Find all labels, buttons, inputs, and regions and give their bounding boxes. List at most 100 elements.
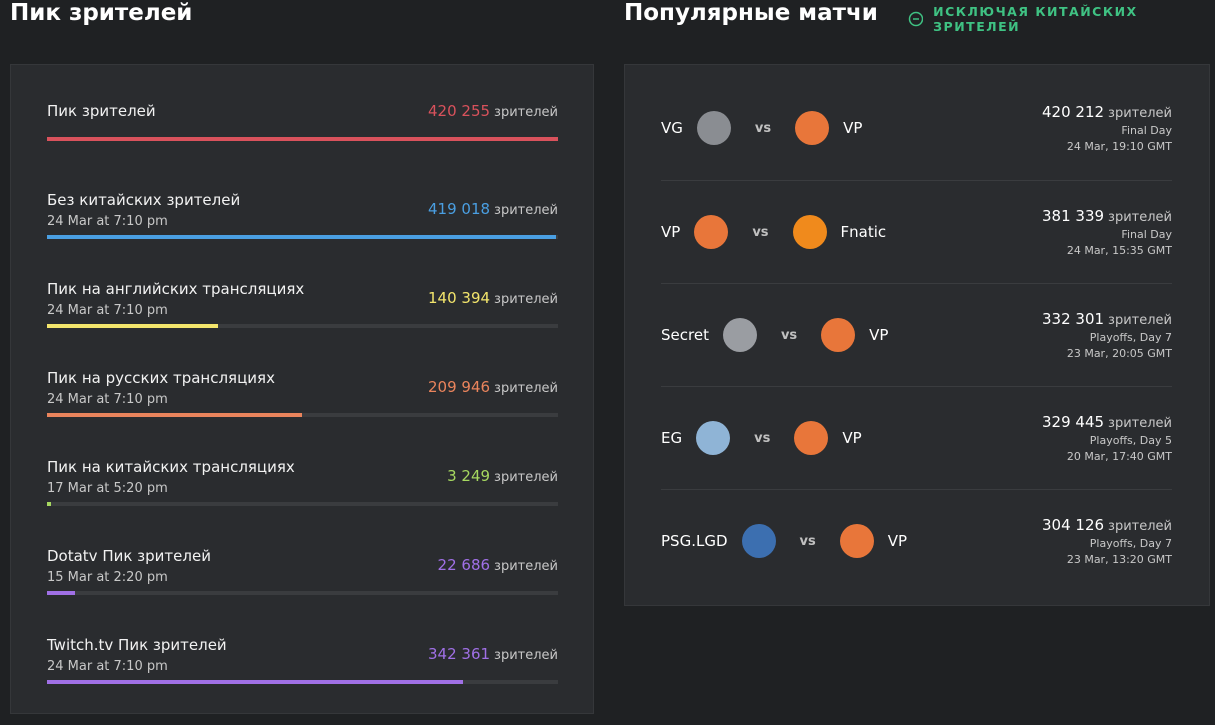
bar-track: [47, 502, 558, 506]
match-viewers: 381 339 зрителей: [1042, 207, 1172, 225]
peak-unit: зрителей: [494, 105, 558, 120]
viewers-unit: зрителей: [1108, 210, 1172, 225]
section-title: Пик зрителей: [10, 0, 193, 26]
peak-row: Пик на китайских трансляциях 17 Mar at 5:…: [47, 458, 558, 547]
match-info: 332 301 зрителей Playoffs, Day 7 23 Mar, 20…: [1042, 310, 1172, 360]
peak-number: 342 361: [428, 645, 491, 663]
toggle-icon: [908, 11, 924, 27]
teams: PSG.LGD vs VP: [661, 490, 907, 592]
bar-track: [47, 324, 558, 328]
peak-value: 22 686 зрителей: [438, 556, 558, 574]
team-name: PSG.LGD: [661, 532, 728, 550]
toggle[interactable]: ИСКЛЮЧАЯ КИТАЙСКИХ ЗРИТЕЛЕЙ: [908, 4, 1215, 34]
viewers-unit: зрителей: [1108, 106, 1172, 121]
peak-row: Dotatv Пик зрителей 15 Mar at 2:20 pm 22 6…: [47, 547, 558, 636]
peak-bar: [47, 235, 557, 239]
peak-date: 24 Mar at 7:10 pm: [47, 303, 168, 318]
team-name: EG: [661, 429, 683, 447]
team-name: Fnatic: [840, 223, 887, 241]
match-row: VG vs VP 420 212 зрителей Final Day 24 Mar, 19…: [661, 77, 1172, 180]
peak-bar: [47, 324, 218, 328]
peak-unit: зрителей: [494, 648, 558, 663]
team-logo: [696, 111, 731, 145]
match-stage: Playoffs, Day 7: [1089, 331, 1172, 344]
match-viewers: 420 212 зрителей: [1042, 103, 1172, 121]
team-logo: [794, 421, 829, 455]
peak-value: 420 255 зрителей: [428, 102, 558, 120]
peak-value: 342 361 зрителей: [428, 645, 558, 663]
match-info: 329 445 зрителей Playoffs, Day 5 20 Mar, 17…: [1042, 413, 1172, 463]
viewers-number: 332 301: [1042, 310, 1105, 328]
match-date: 23 Mar, 13:20 GMT: [1066, 553, 1172, 566]
peak-bar: [47, 413, 303, 417]
peak-value: 419 018 зрителей: [428, 200, 558, 218]
vs: vs: [799, 533, 816, 549]
match-viewers: 329 445 зрителей: [1042, 413, 1172, 431]
team-name: VP: [661, 223, 681, 241]
matches-panel: VG vs VP 420 212 зрителей Final Day 24 Mar, 19…: [624, 64, 1210, 606]
peak-row: Пик на русских трансляциях 24 Mar at 7:10…: [47, 369, 558, 458]
viewers-unit: зрителей: [1108, 519, 1172, 534]
peak-label: Пик зрителей: [47, 102, 156, 120]
match-date: 20 Mar, 17:40 GMT: [1066, 450, 1172, 463]
team-logo: [792, 215, 827, 249]
team-logo: [741, 524, 776, 558]
peak-panel: Пик зрителей 420 255 зрителей Без китайских…: [10, 64, 594, 714]
section-title: Популярные матчи: [624, 0, 878, 26]
peak-value: 209 946 зрителей: [428, 378, 558, 396]
bar-track: [47, 413, 558, 417]
match-date: 24 Mar, 15:35 GMT: [1066, 244, 1172, 257]
match-row: EG vs VP 329 445 зрителей Playoffs, Day 5 20 M…: [661, 386, 1172, 489]
peak-unit: зрителей: [494, 470, 558, 485]
peak-date: 15 Mar at 2:20 pm: [47, 570, 168, 585]
toggle-label: ИСКЛЮЧАЯ КИТАЙСКИХ ЗРИТЕЛЕЙ: [933, 4, 1138, 34]
vs: vs: [754, 430, 771, 446]
peak-number: 420 255: [428, 102, 491, 120]
peak-row: Пик зрителей 420 255 зрителей: [47, 102, 558, 191]
match-viewers: 304 126 зрителей: [1042, 516, 1172, 534]
viewers-unit: зрителей: [1108, 416, 1172, 431]
page: Пик зрителей Популярные матчи ИСКЛЮЧАЯ К…: [10, 0, 1215, 714]
peak-bar: [47, 680, 464, 684]
teams: Secret vs VP: [661, 284, 888, 386]
team-logo: [821, 318, 856, 352]
bar-track: [47, 591, 558, 595]
peak-date: 24 Mar at 7:10 pm: [47, 214, 168, 229]
teams: EG vs VP: [661, 387, 862, 489]
team-logo: [722, 318, 757, 352]
peak-unit: зрителей: [494, 203, 558, 218]
match-row: PSG.LGD vs VP 304 126 зрителей Playoffs, Day …: [661, 489, 1172, 592]
match-row: Secret vs VP 332 301 зрителей Playoffs, Day 7…: [661, 283, 1172, 386]
vs: vs: [754, 120, 772, 136]
match-info: 381 339 зрителей Final Day 24 Mar, 15:35 GM…: [1042, 207, 1172, 257]
team-logo: [839, 524, 874, 558]
team-name: VP: [843, 119, 863, 137]
peak-date: 24 Mar at 7:10 pm: [47, 659, 168, 674]
peak-unit: зрителей: [494, 381, 558, 396]
vs: vs: [780, 327, 798, 343]
peak-row: Twitch.tv Пик зрителей 24 Mar at 7:10 pm 3…: [47, 636, 558, 725]
peak-bar: [47, 502, 51, 506]
vs: vs: [752, 224, 769, 240]
viewers-number: 329 445: [1042, 413, 1105, 431]
match-date: 23 Mar, 20:05 GMT: [1066, 347, 1172, 360]
match-stage: Final Day: [1121, 124, 1172, 137]
match-stage: Playoffs, Day 5: [1089, 434, 1172, 447]
peak-label: Пик на русских трансляциях: [47, 369, 275, 387]
peak-number: 140 394: [428, 289, 491, 307]
teams: VG vs VP: [661, 77, 862, 179]
bar-track: [47, 680, 558, 684]
peak-bar: [47, 591, 75, 595]
peak-date: 17 Mar at 5:20 pm: [47, 481, 168, 496]
viewers-unit: зрителей: [1108, 313, 1172, 328]
viewers-number: 420 212: [1042, 103, 1105, 121]
peak-bar: [47, 137, 558, 141]
peak-unit: зрителей: [494, 559, 558, 574]
team-name: Secret: [661, 326, 709, 344]
match-stage: Playoffs, Day 7: [1089, 537, 1172, 550]
match-viewers: 332 301 зрителей: [1042, 310, 1172, 328]
team-logo: [694, 215, 729, 249]
peak-number: 22 686: [437, 556, 491, 574]
match-date: 24 Mar, 19:10 GMT: [1066, 140, 1172, 153]
match-info: 420 212 зрителей Final Day 24 Mar, 19:10 GM…: [1042, 103, 1172, 153]
